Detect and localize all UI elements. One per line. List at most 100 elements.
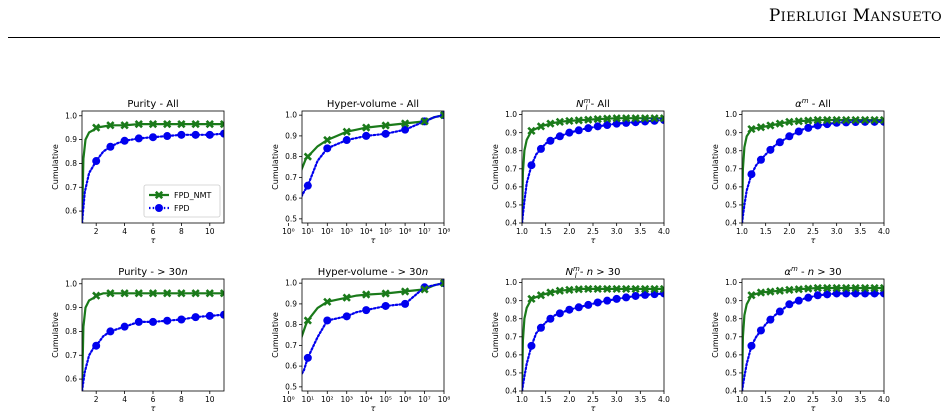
series-group (302, 279, 444, 376)
x-tick-label: 10⁸ (438, 227, 451, 236)
data-point-fpd-nmt (219, 289, 224, 298)
data-point-fpd-nmt (574, 116, 583, 125)
y-tick-label: 0.6 (505, 350, 517, 359)
x-tick-label: 1.0 (736, 227, 748, 236)
series-line-fpd (742, 120, 884, 223)
y-tick-label: 0.5 (285, 214, 297, 223)
x-axis-label: τ (371, 404, 376, 413)
chart-title-part: n (422, 267, 428, 278)
x-tick-label: 1.5 (760, 227, 772, 236)
y-axis-label: Cumulative (271, 312, 280, 358)
y-tick-label: 0.5 (505, 369, 517, 378)
chart-title-part: m (573, 265, 580, 273)
y-tick-label: 0.6 (285, 362, 297, 371)
x-tick-label: 2.0 (783, 395, 795, 404)
y-tick-label: 0.4 (505, 387, 517, 396)
data-point-fpd-nmt (766, 121, 775, 130)
data-point-fpd (134, 134, 143, 143)
data-point-fpd (205, 311, 214, 320)
legend-label: FPD (174, 204, 190, 213)
chart-title-part: Purity - (118, 267, 157, 278)
data-point-fpd (191, 130, 200, 139)
y-tick-label: 1.0 (725, 110, 737, 119)
y-tick-label: 0.7 (725, 332, 737, 341)
data-point-fpd-nmt (879, 283, 884, 293)
data-point-fpd (565, 128, 574, 137)
chart-title: Hyper-volume - > 30n (318, 267, 428, 278)
data-point-fpd-nmt (584, 115, 593, 124)
series-line-fpd-nmt (742, 118, 884, 223)
chart-title: αm - All (795, 97, 831, 110)
data-point-fpd-nmt (832, 115, 841, 125)
y-tick-label: 0.9 (285, 131, 297, 140)
x-tick-label: 1.0 (516, 227, 528, 236)
running-header: PIERLUIGI MANSUETO (768, 6, 942, 26)
data-point-fpd (536, 144, 545, 153)
series-line-fpd-nmt (82, 123, 224, 223)
x-tick-label: 10 (205, 227, 215, 236)
y-tick-label: 0.5 (725, 369, 737, 378)
x-tick-label: 8 (179, 227, 184, 236)
data-point-fpd-nmt (593, 115, 602, 124)
chart-title-part: - All (809, 99, 831, 110)
data-point-fpd (120, 322, 129, 331)
data-point-fpd-nmt (860, 115, 870, 125)
x-tick-label: 4.0 (878, 227, 890, 236)
data-point-fpd (603, 121, 612, 129)
x-tick-label: 2.5 (807, 227, 819, 236)
series-line-fpd (82, 313, 224, 391)
x-tick-label: 10⁶ (399, 395, 412, 404)
y-tick-label: 1.0 (285, 111, 297, 120)
data-point-fpd-nmt (381, 121, 390, 130)
y-tick-label: 0.6 (285, 194, 297, 203)
data-point-fpd-nmt (785, 117, 794, 126)
x-axis-label: τ (591, 236, 596, 245)
data-point-fpd-nmt (794, 285, 803, 294)
x-tick-label: 10³ (340, 227, 353, 236)
series-group (742, 115, 884, 223)
data-point-fpd-nmt (870, 115, 879, 125)
chart-title-part: > 30 (398, 267, 422, 278)
y-tick-label: 0.8 (505, 146, 517, 155)
x-tick-label: 3.0 (611, 227, 623, 236)
data-point-fpd (584, 300, 593, 309)
data-point-fpd-nmt (134, 289, 143, 298)
chart-title-part: - (577, 267, 587, 278)
data-point-fpd-nmt (303, 316, 312, 325)
x-tick-label: 3.0 (611, 395, 623, 404)
chart-title: Nm l - n > 30 (565, 265, 620, 280)
x-axis-label: τ (151, 236, 156, 245)
y-tick-label: 0.8 (285, 152, 297, 161)
data-point-fpd (527, 341, 536, 350)
x-axis-label: τ (811, 236, 816, 245)
x-tick-label: 10⁰ (282, 227, 295, 236)
series-group (82, 289, 224, 391)
data-point-fpd-nmt (612, 284, 621, 294)
data-point-fpd-nmt (362, 123, 371, 132)
data-point-fpd (747, 170, 756, 179)
y-tick-label: 0.8 (725, 146, 737, 155)
data-point-fpd (584, 124, 593, 133)
chart-svg: Nm l - n > 30 1.0 1.5 2.0 2.5 3.0 3.5 4.0 0.4 0.5 0… (491, 265, 670, 413)
data-point-fpd (766, 315, 775, 324)
data-point-fpd (303, 353, 312, 362)
chart-title-part: n (587, 267, 593, 278)
x-tick-label: 10² (321, 227, 334, 236)
data-point-fpd (362, 131, 371, 140)
y-tick-label: 0.6 (65, 207, 77, 216)
chart-panel-purity-n30: Purity - > 30n 2 4 6 8 10 0.6 0.7 0.8 0.9 1.0 τ Cumu… (50, 263, 250, 413)
data-point-fpd-nmt (756, 123, 766, 132)
y-tick-label: 0.7 (65, 183, 77, 192)
data-point-fpd (546, 136, 555, 145)
data-point-fpd-nmt (775, 119, 784, 128)
x-tick-label: 10¹ (302, 395, 315, 404)
data-point-fpd-nmt (870, 283, 879, 293)
chart-panel-hypervolume-n30: Hyper-volume - > 30n 10⁰ 10¹ 10² 10³ 10⁴ 10⁵ 10… (270, 263, 470, 413)
x-tick-label: 4.0 (878, 395, 890, 404)
chart-panel-alpham-n30: αm - n > 30 1.0 1.5 2.0 2.5 3.0 3.5 4.0 0.4 0.5 0.… (710, 263, 910, 413)
data-point-fpd-nmt (603, 114, 612, 123)
data-point-fpd-nmt (134, 119, 143, 129)
series-group (522, 284, 664, 391)
data-point-fpd-nmt (536, 291, 546, 300)
data-point-fpd (134, 317, 143, 326)
